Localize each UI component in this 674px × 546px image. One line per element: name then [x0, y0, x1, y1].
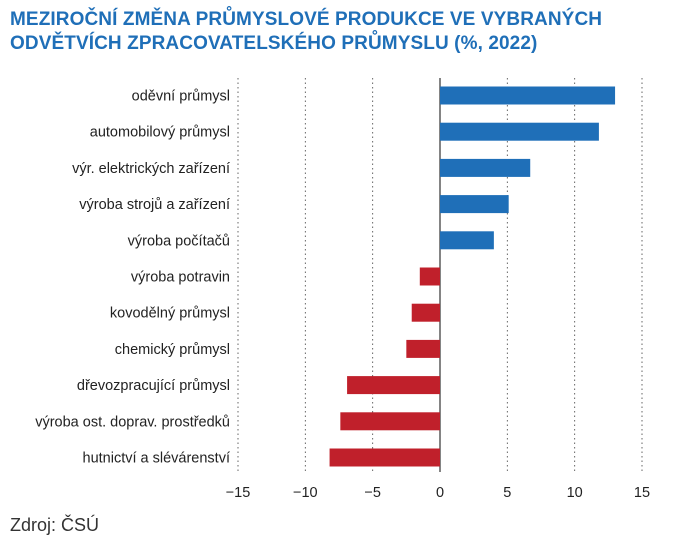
- bar: [440, 158, 531, 177]
- x-tick-label: 5: [503, 485, 511, 501]
- x-tick-label: −10: [293, 485, 318, 501]
- category-label: výroba strojů a zařízení: [79, 197, 230, 213]
- category-label: chemický průmysl: [115, 342, 230, 358]
- bar: [440, 195, 509, 214]
- category-label: výroba počítačů: [128, 233, 230, 249]
- category-label: automobilový průmysl: [90, 125, 230, 141]
- x-tick-label: 15: [634, 485, 650, 501]
- category-label: hutnictví a slévárenství: [83, 451, 231, 467]
- category-label: dřevozpracující průmysl: [77, 378, 230, 394]
- x-tick-label: −5: [364, 485, 381, 501]
- bar: [329, 448, 440, 467]
- x-tick-label: −15: [226, 485, 251, 501]
- chart-title: MEZIROČNÍ ZMĚNA PRŮMYSLOVÉ PRODUKCE VE V…: [10, 8, 660, 56]
- category-label: výroba potravin: [131, 270, 230, 286]
- bar: [419, 267, 440, 286]
- chart-title-line-2: ODVĚTVÍCH ZPRACOVATELSKÉHO PRŮMYSLU (%, …: [10, 33, 538, 54]
- category-label: výr. elektrických zařízení: [72, 161, 230, 177]
- category-label: výroba ost. doprav. prostředků: [35, 414, 230, 430]
- category-label: kovodělný průmysl: [110, 306, 230, 322]
- bar: [411, 303, 440, 322]
- chart-title-line-1: MEZIROČNÍ ZMĚNA PRŮMYSLOVÉ PRODUKCE VE V…: [10, 9, 603, 30]
- category-label: oděvní průmysl: [132, 89, 230, 105]
- bar: [440, 86, 616, 105]
- bar: [406, 339, 440, 358]
- bar: [440, 231, 494, 250]
- source-note: Zdroj: ČSÚ: [10, 515, 100, 535]
- category-labels: oděvní průmysl automobilový průmysl výr. e…: [35, 89, 230, 467]
- bar: [440, 122, 599, 141]
- x-axis: −15 −10 −5 0 5 10 15: [226, 485, 650, 501]
- x-tick-label: 0: [436, 485, 444, 501]
- bar: [340, 412, 440, 431]
- bars-group: [329, 86, 616, 467]
- bar: [347, 376, 440, 395]
- bar-chart: oděvní průmysl automobilový průmysl výr. e…: [35, 78, 650, 501]
- x-tick-label: 10: [567, 485, 583, 501]
